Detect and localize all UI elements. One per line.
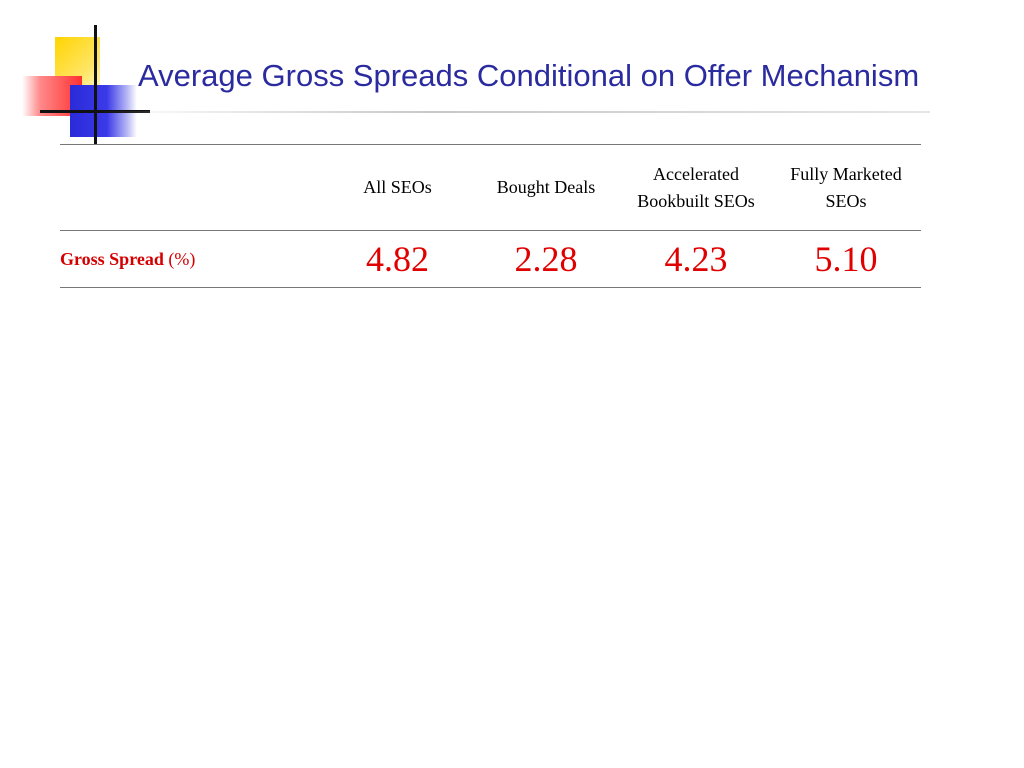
slide-logo (0, 0, 150, 150)
slide-title: Average Gross Spreads Conditional on Off… (138, 58, 920, 93)
logo-horizontal-line (40, 110, 150, 113)
header-blank-cell (60, 145, 324, 231)
column-header-accelerated-bookbuilt: Accelerated Bookbuilt SEOs (637, 163, 755, 211)
column-header-all-seos: All SEOs (363, 177, 432, 197)
column-header-fully-marketed: Fully Marketed SEOs (790, 163, 902, 211)
gross-spread-table: All SEOs Bought Deals Accelerated Bookbui… (60, 144, 921, 288)
value-all-seos: 4.82 (366, 239, 429, 279)
value-bought-deals: 2.28 (514, 239, 578, 279)
column-header-bought-deals: Bought Deals (496, 177, 596, 197)
logo-vertical-line (94, 25, 97, 145)
row-label-gross-spread: Gross Spread (%) (60, 248, 196, 269)
table-row: Gross Spread (%) 4.82 2.28 4.23 5.10 (60, 231, 921, 288)
title-divider (100, 111, 930, 113)
row-label-unit: (%) (168, 248, 196, 269)
table-header-row: All SEOs Bought Deals Accelerated Bookbui… (60, 144, 921, 231)
value-accelerated-bookbuilt: 4.23 (664, 239, 728, 279)
value-fully-marketed: 5.10 (814, 239, 878, 279)
